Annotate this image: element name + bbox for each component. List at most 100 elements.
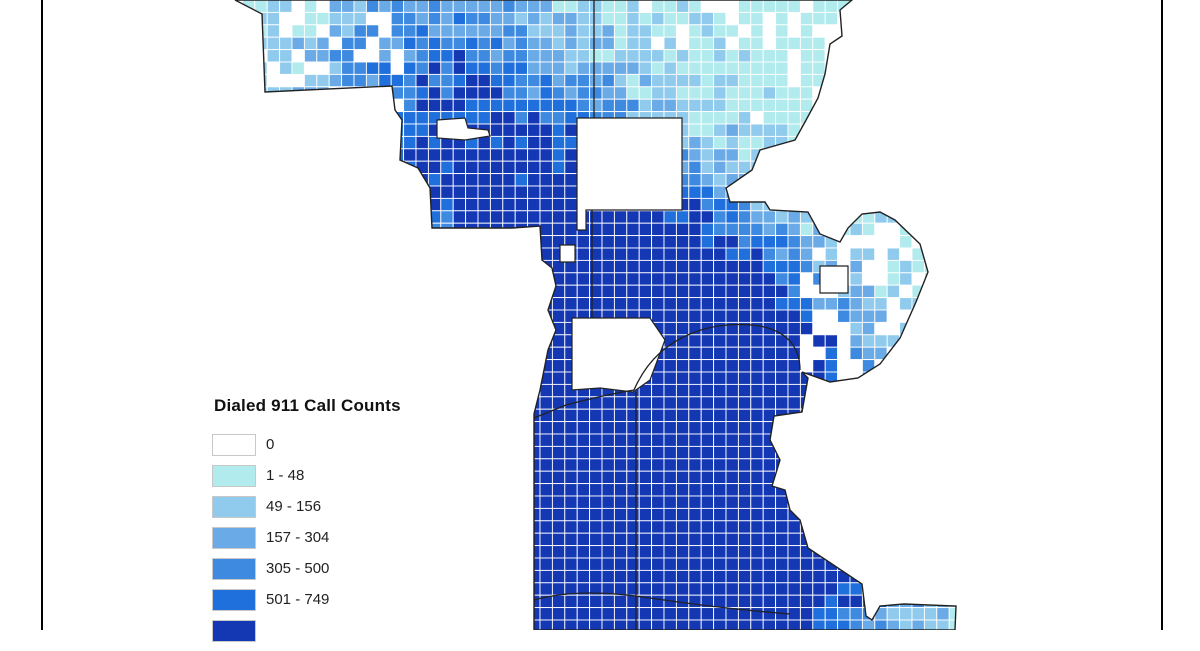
grid-cell <box>502 210 516 224</box>
grid-cell <box>762 421 777 435</box>
grid-cell <box>489 495 504 509</box>
grid-cell <box>824 607 839 621</box>
grid-cell <box>688 61 702 75</box>
grid-cell <box>266 247 281 261</box>
grid-cell <box>886 135 901 150</box>
grid-cell <box>861 396 876 410</box>
grid-cell <box>378 210 392 224</box>
grid-cell <box>514 557 529 571</box>
grid-cell <box>874 160 888 175</box>
grid-cell <box>824 123 839 137</box>
excluded-area-notch <box>436 117 491 141</box>
grid-cell <box>551 507 566 522</box>
grid-cell <box>551 73 566 88</box>
grid-cell <box>713 396 727 410</box>
grid-cell <box>713 98 727 113</box>
grid-cell <box>725 284 739 299</box>
grid-cell <box>725 61 739 75</box>
grid-cell <box>737 73 752 88</box>
grid-cell <box>601 24 615 38</box>
grid-cell <box>663 222 677 237</box>
grid-cell <box>787 532 801 547</box>
grid-cell <box>762 123 777 137</box>
grid-cell <box>725 123 739 137</box>
grid-cell <box>353 247 367 261</box>
grid-cell <box>750 123 764 137</box>
grid-cell <box>465 321 479 336</box>
grid-cell <box>923 197 938 212</box>
grid-cell <box>762 185 777 199</box>
grid-cell <box>861 433 876 447</box>
grid-cell <box>235 371 243 385</box>
grid-cell <box>638 483 653 497</box>
grid-cell <box>452 0 467 13</box>
grid-cell <box>886 445 901 460</box>
grid-cell <box>403 247 417 261</box>
grid-cell <box>923 421 938 435</box>
grid-cell <box>700 197 715 212</box>
grid-cell <box>837 49 851 63</box>
grid-cell <box>452 297 467 311</box>
grid-cell <box>688 520 702 534</box>
grid-cell <box>849 86 863 100</box>
grid-cell <box>403 371 417 385</box>
grid-cell <box>489 321 504 336</box>
grid-cell <box>626 582 640 596</box>
grid-cell <box>886 86 901 100</box>
grid-cell <box>539 470 553 485</box>
grid-cell <box>675 284 690 299</box>
legend-label: 49 - 156 <box>266 498 322 515</box>
grid-cell <box>254 309 268 323</box>
grid-cell <box>415 86 429 100</box>
grid-cell <box>737 24 752 38</box>
grid-cell <box>911 607 925 621</box>
grid-cell <box>700 334 715 348</box>
grid-cell <box>948 123 956 137</box>
grid-cell <box>899 247 913 261</box>
grid-cell <box>601 569 615 584</box>
grid-cell <box>527 247 541 261</box>
grid-cell <box>675 0 690 13</box>
grid-cell <box>923 507 938 522</box>
grid-cell <box>489 569 504 584</box>
grid-cell <box>502 160 516 175</box>
grid-cell <box>899 396 913 410</box>
grid-cell <box>651 495 665 509</box>
grid-cell <box>787 359 801 373</box>
grid-cell <box>378 346 392 361</box>
grid-cell <box>787 235 801 249</box>
grid-cell <box>849 408 863 423</box>
grid-cell <box>601 619 615 630</box>
grid-cell <box>762 396 777 410</box>
grid-cell <box>812 383 826 398</box>
grid-cell <box>427 173 442 187</box>
grid-cell <box>812 173 826 187</box>
grid-cell <box>799 470 814 485</box>
grid-cell <box>886 259 901 274</box>
grid-cell <box>576 235 591 249</box>
grid-cell <box>254 297 268 311</box>
grid-cell <box>440 297 454 311</box>
grid-cell <box>502 135 516 150</box>
grid-cell <box>235 86 243 100</box>
grid-cell <box>812 582 826 596</box>
grid-cell <box>353 321 367 336</box>
grid-cell <box>502 371 516 385</box>
grid-cell <box>291 284 305 299</box>
grid-cell <box>303 222 318 237</box>
grid-cell <box>341 61 355 75</box>
grid-cell <box>403 36 417 51</box>
grid-cell <box>700 123 715 137</box>
grid-cell <box>837 359 851 373</box>
grid-cell <box>651 569 665 584</box>
grid-cell <box>601 11 615 26</box>
grid-cell <box>725 507 739 522</box>
grid-cell <box>923 61 938 75</box>
grid-cell <box>415 272 429 286</box>
grid-cell <box>824 86 839 100</box>
grid-cell <box>551 594 566 609</box>
grid-cell <box>427 383 442 398</box>
grid-cell <box>750 272 764 286</box>
grid-cell <box>688 111 702 125</box>
grid-cell <box>737 86 752 100</box>
